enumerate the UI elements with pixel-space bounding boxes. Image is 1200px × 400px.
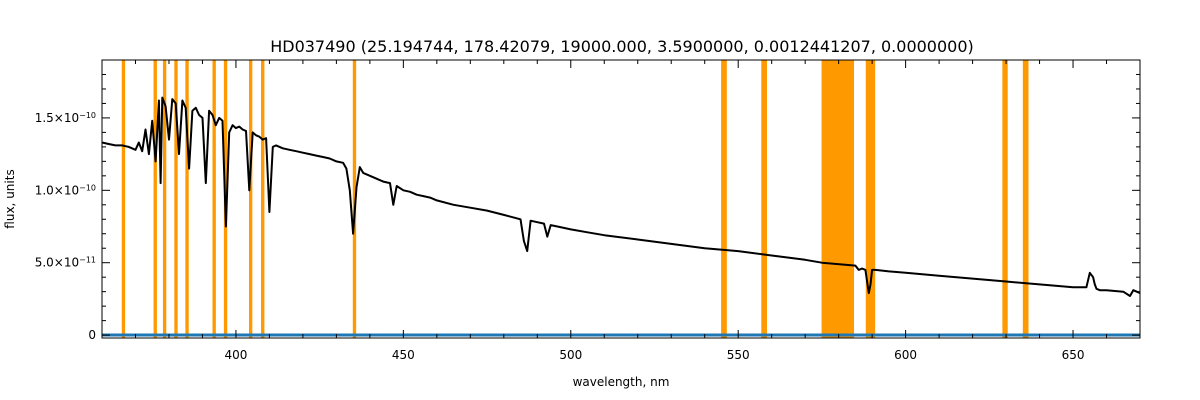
masked-band-15 bbox=[1022, 60, 1029, 338]
y-tick-exponent: −10 bbox=[79, 110, 96, 119]
masked-band-5 bbox=[212, 60, 216, 338]
y-axis-label: flux, units bbox=[3, 169, 17, 228]
plot-frame bbox=[101, 59, 1141, 339]
x-tick-label: 500 bbox=[559, 348, 582, 362]
x-tick-label: 600 bbox=[894, 348, 917, 362]
x-axis-label: wavelength, nm bbox=[573, 375, 670, 389]
masked-bands bbox=[121, 60, 1029, 338]
y-tick-exponent: −11 bbox=[79, 255, 96, 264]
masked-band-9 bbox=[352, 60, 357, 338]
masked-band-2 bbox=[162, 60, 167, 338]
y-axis: 0 5.0×10−11 1.0×10−10 1.5×10−10 bbox=[35, 59, 1140, 342]
chart-title: HD037490 (25.194744, 178.42079, 19000.00… bbox=[270, 37, 974, 56]
masked-band-0 bbox=[121, 60, 126, 338]
masked-band-4 bbox=[185, 60, 189, 338]
y-tick-label: 1.0×10−10 bbox=[35, 183, 96, 198]
x-tick-label: 650 bbox=[1062, 348, 1085, 362]
masked-band-11 bbox=[761, 60, 767, 338]
masked-band-3 bbox=[174, 60, 178, 338]
x-tick-label: 550 bbox=[727, 348, 750, 362]
masked-band-12 bbox=[821, 60, 855, 338]
masked-band-7 bbox=[248, 60, 253, 338]
masked-band-13 bbox=[865, 60, 876, 338]
x-axis: 400 450 500 550 600 650 bbox=[101, 60, 1141, 362]
x-tick-label: 450 bbox=[392, 348, 415, 362]
y-tick-label: 0 bbox=[88, 328, 96, 342]
spectrum-line bbox=[101, 96, 1141, 297]
x-tick-label: 400 bbox=[224, 348, 247, 362]
masked-band-1 bbox=[153, 60, 157, 338]
masked-band-10 bbox=[721, 60, 727, 338]
masked-band-14 bbox=[1002, 60, 1008, 338]
spectrum-series bbox=[101, 96, 1141, 337]
y-tick-label: 1.5×10−10 bbox=[35, 110, 96, 125]
y-tick-exponent: −10 bbox=[79, 183, 96, 192]
masked-band-8 bbox=[261, 60, 265, 338]
y-tick-label: 5.0×10−11 bbox=[35, 255, 96, 270]
